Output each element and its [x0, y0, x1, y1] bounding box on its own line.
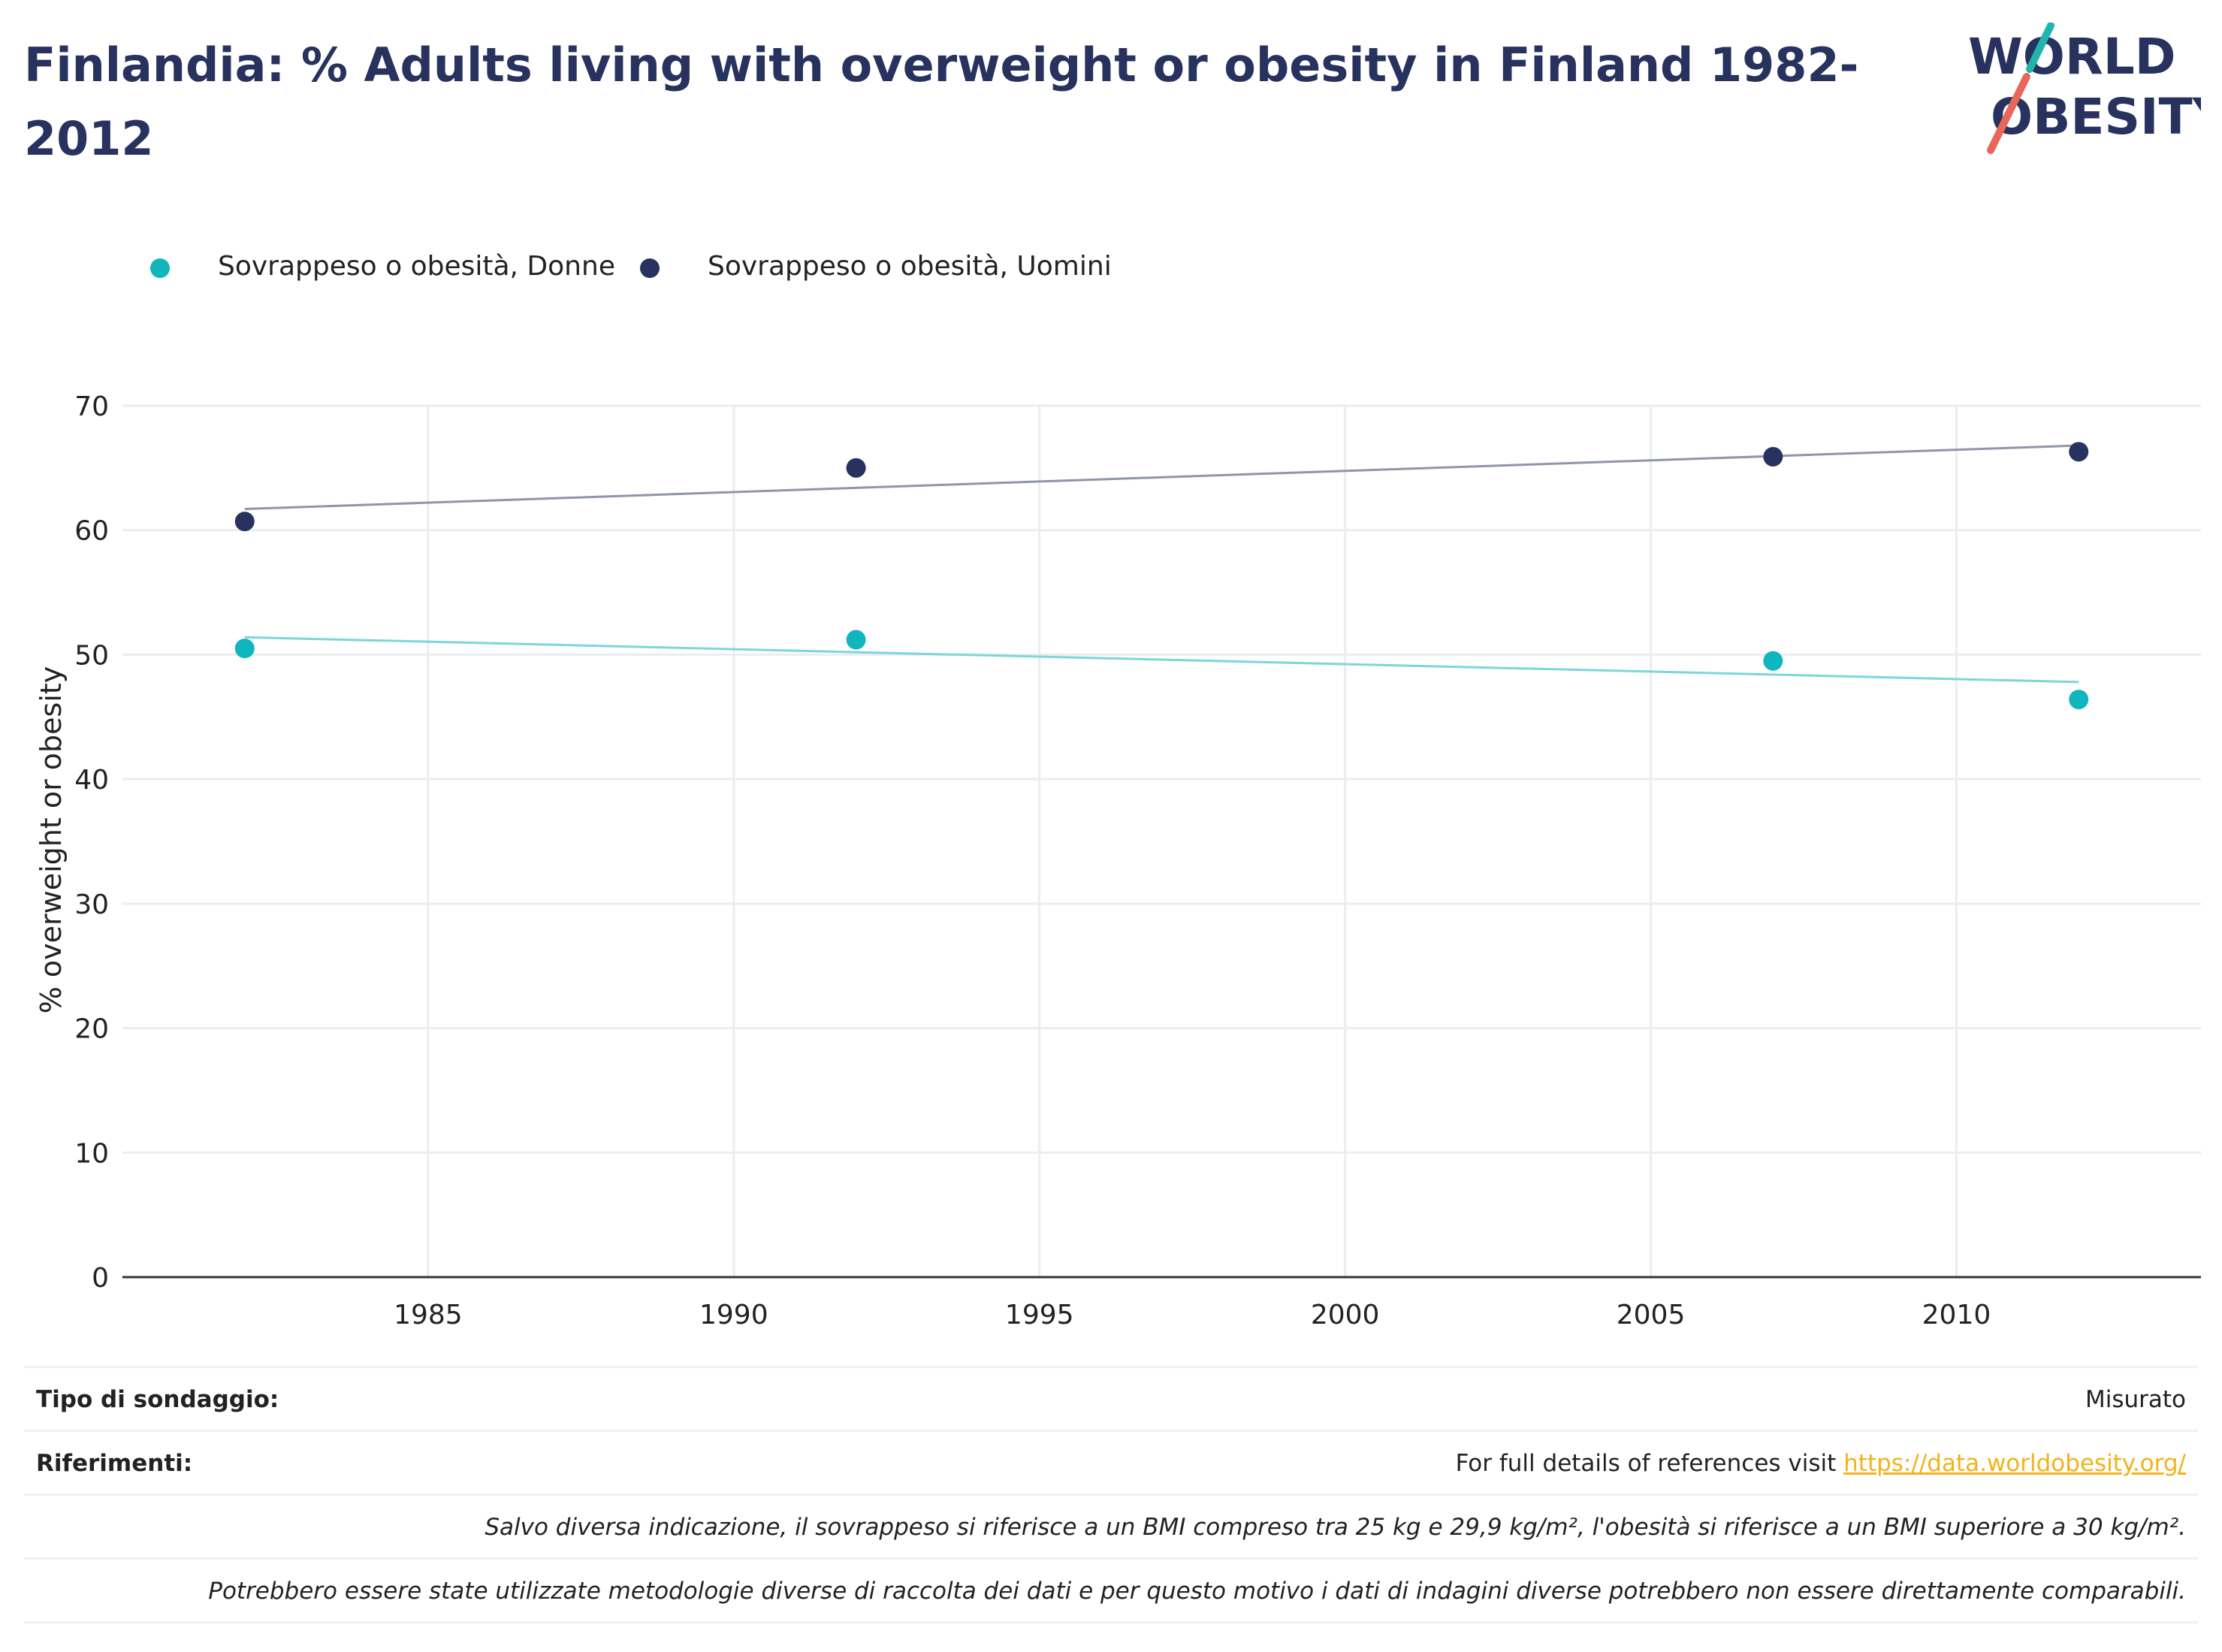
legend-marker-men [640, 258, 660, 278]
note-bmi: Salvo diversa indicazione, il sovrappeso… [485, 1514, 2186, 1541]
survey-type-value: Misurato [2085, 1386, 2186, 1413]
x-tick-label: 2000 [1311, 1300, 1380, 1330]
y-tick-label: 60 [74, 516, 109, 547]
data-point-women [846, 630, 866, 650]
references-link[interactable]: https://data.worldobesity.org/ [1843, 1450, 2186, 1477]
y-tick-label: 20 [74, 1014, 109, 1045]
legend-label-men: Sovrappeso o obesità, Uomini [708, 251, 1112, 282]
survey-type-label: Tipo di sondaggio: [36, 1386, 279, 1413]
references-label: Riferimenti: [36, 1450, 193, 1477]
legend-marker-women [150, 258, 170, 278]
data-point-women [1763, 651, 1783, 671]
logo-line2: OBESITY [1991, 88, 2201, 146]
info-table: Tipo di sondaggio: Misurato Riferimenti:… [24, 1366, 2198, 1623]
legend-label-women: Sovrappeso o obesità, Donne [218, 251, 615, 282]
x-tick-label: 1995 [1005, 1300, 1074, 1330]
chart-title: Finlandia: % Adults living with overweig… [24, 38, 1859, 166]
x-tick-label: 1985 [394, 1300, 463, 1330]
y-tick-label: 70 [74, 391, 109, 422]
x-tick-label: 2005 [1617, 1300, 1686, 1330]
world-obesity-logo: WORLD OBESITY [1968, 23, 2201, 154]
info-row-survey-type: Tipo di sondaggio: Misurato [24, 1366, 2198, 1430]
data-point-men [2069, 442, 2089, 462]
trendline-men [244, 444, 2079, 511]
data-point-men [846, 458, 866, 478]
data-point-women [2069, 690, 2089, 710]
trendline-women [244, 636, 2079, 684]
y-axis-label: % overweight or obesity [35, 666, 68, 1014]
scatter-chart: 0 10 20 30 40 50 60 70 1985 1990 1995 2000 2005 2010 [74, 391, 2201, 1330]
references-text: For full details of references visit [1455, 1450, 1837, 1477]
y-tick-label: 40 [74, 765, 109, 796]
y-tick-label: 10 [74, 1138, 109, 1169]
data-point-men [1763, 446, 1783, 467]
x-tick-label: 2010 [1922, 1300, 1991, 1330]
info-row-note-methodology: Potrebbero essere state utilizzate metod… [24, 1557, 2198, 1623]
references-value: For full details of references visit htt… [1456, 1450, 2186, 1477]
info-row-references: Riferimenti: For full details of referen… [24, 1430, 2198, 1493]
y-tick-label: 0 [92, 1263, 109, 1294]
x-tick-label: 1990 [699, 1300, 768, 1330]
y-tick-label: 30 [74, 889, 109, 920]
info-row-note-bmi: Salvo diversa indicazione, il sovrappeso… [24, 1493, 2198, 1557]
note-methodology: Potrebbero essere state utilizzate metod… [208, 1578, 2186, 1605]
y-tick-label: 50 [74, 640, 109, 671]
logo-line1: WORLD [1968, 28, 2176, 86]
data-point-women [234, 639, 255, 659]
data-point-men [234, 512, 255, 532]
